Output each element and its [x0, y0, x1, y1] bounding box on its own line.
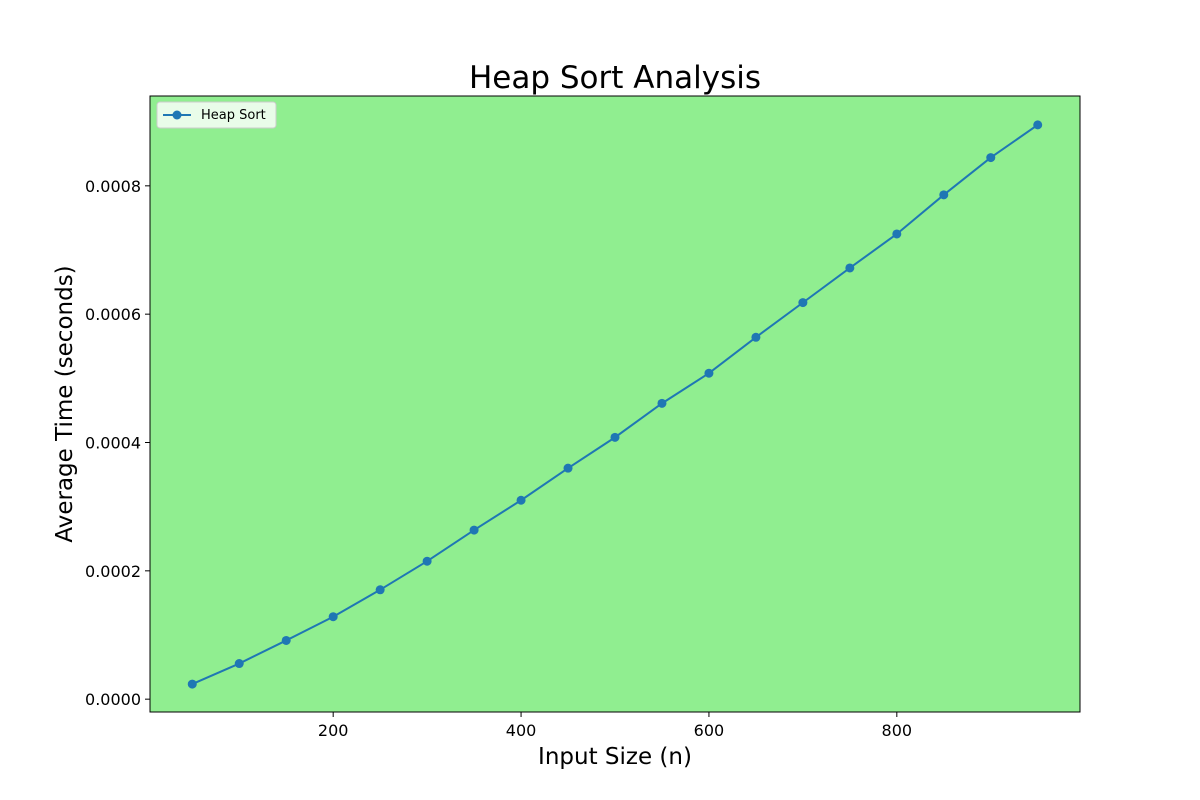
- data-point: [234, 659, 244, 669]
- legend-box: [156, 101, 277, 129]
- data-point: [751, 332, 761, 342]
- plot-area: [149, 95, 1081, 713]
- data-point: [187, 679, 197, 689]
- data-point: [563, 463, 573, 473]
- data-point: [939, 190, 949, 200]
- x-tick-label: 400: [506, 721, 537, 740]
- y-axis-ticks: 0.0000 0.0002 0.0004 0.0006 0.0008: [85, 177, 150, 709]
- data-point: [328, 612, 338, 622]
- legend: Heap Sort: [156, 101, 277, 129]
- data-point: [610, 432, 620, 442]
- x-tick-label: 800: [882, 721, 913, 740]
- y-tick-label: 0.0006: [85, 305, 141, 324]
- y-tick-label: 0.0002: [85, 562, 141, 581]
- data-point: [657, 398, 667, 408]
- y-tick-label: 0.0000: [85, 690, 141, 709]
- series-layer: [187, 120, 1043, 689]
- x-axis-label: Input Size (n): [538, 744, 692, 770]
- data-point: [892, 229, 902, 239]
- y-axis-label: Average Time (seconds): [52, 265, 78, 542]
- data-point: [1033, 120, 1043, 130]
- legend-marker-heap-sort: [172, 110, 182, 120]
- x-tick-label: 600: [694, 721, 725, 740]
- chart-title: Heap Sort Analysis: [469, 60, 761, 96]
- legend-label-heap-sort: Heap Sort: [201, 108, 266, 123]
- y-tick-label: 0.0008: [85, 177, 141, 196]
- data-point: [516, 495, 526, 505]
- y-tick-label: 0.0004: [85, 434, 141, 453]
- data-point: [845, 263, 855, 273]
- data-point: [469, 525, 479, 535]
- x-tick-label: 200: [318, 721, 349, 740]
- data-point: [798, 298, 808, 308]
- data-point: [422, 556, 432, 566]
- data-point: [986, 153, 996, 163]
- data-point: [704, 368, 714, 378]
- data-point: [375, 585, 385, 595]
- x-axis-ticks: 200 400 600 800: [318, 712, 912, 740]
- data-point: [281, 635, 291, 645]
